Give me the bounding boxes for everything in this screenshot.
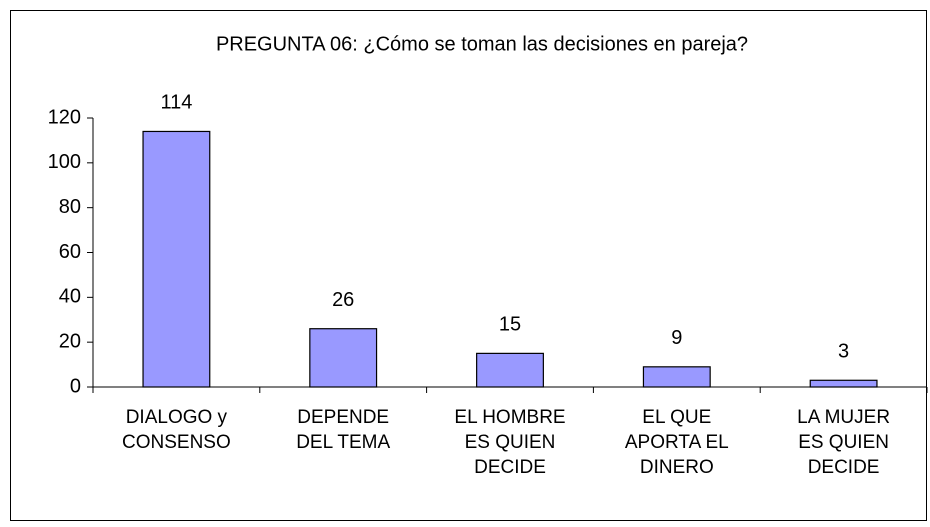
y-tick-label: 120 — [48, 106, 81, 128]
x-tick-label: LA MUJER ES QUIEN DECIDE — [797, 407, 891, 478]
x-tick-label-box: EL HOMBRE ES QUIEN DECIDE — [454, 407, 566, 478]
chart-title: PREGUNTA 06: ¿Cómo se toman las decision… — [216, 33, 748, 55]
y-tick-label: 0 — [70, 375, 81, 397]
x-tick-label: DEPENDE DEL TEMA — [296, 407, 391, 453]
data-label: 26 — [332, 289, 354, 311]
y-tick-label: 100 — [48, 151, 81, 173]
data-label: 15 — [499, 314, 521, 336]
data-label: 9 — [671, 327, 682, 349]
bar — [309, 328, 378, 388]
y-tick-label: 80 — [59, 196, 81, 218]
data-label: 3 — [838, 341, 849, 363]
x-tick-label-box: DIALOGO y CONSENSO — [122, 407, 231, 453]
y-tick-label: 20 — [59, 330, 81, 352]
x-tick-label: EL HOMBRE ES QUIEN DECIDE — [454, 407, 566, 478]
bar — [476, 352, 544, 388]
y-tick-label: 60 — [59, 241, 81, 263]
x-tick-label-box: DEPENDE DEL TEMA — [296, 407, 391, 453]
bar — [142, 130, 211, 388]
x-tick-label-box: LA MUJER ES QUIEN DECIDE — [797, 407, 891, 478]
y-tick-label: 40 — [59, 286, 81, 308]
x-tick-label: DIALOGO y CONSENSO — [122, 407, 231, 453]
data-label: 114 — [160, 92, 192, 114]
x-tick-label: EL QUE APORTA EL DINERO — [624, 407, 729, 478]
x-tick-label-box: EL QUE APORTA EL DINERO — [624, 407, 729, 478]
bar — [809, 379, 878, 388]
bar — [642, 366, 711, 388]
